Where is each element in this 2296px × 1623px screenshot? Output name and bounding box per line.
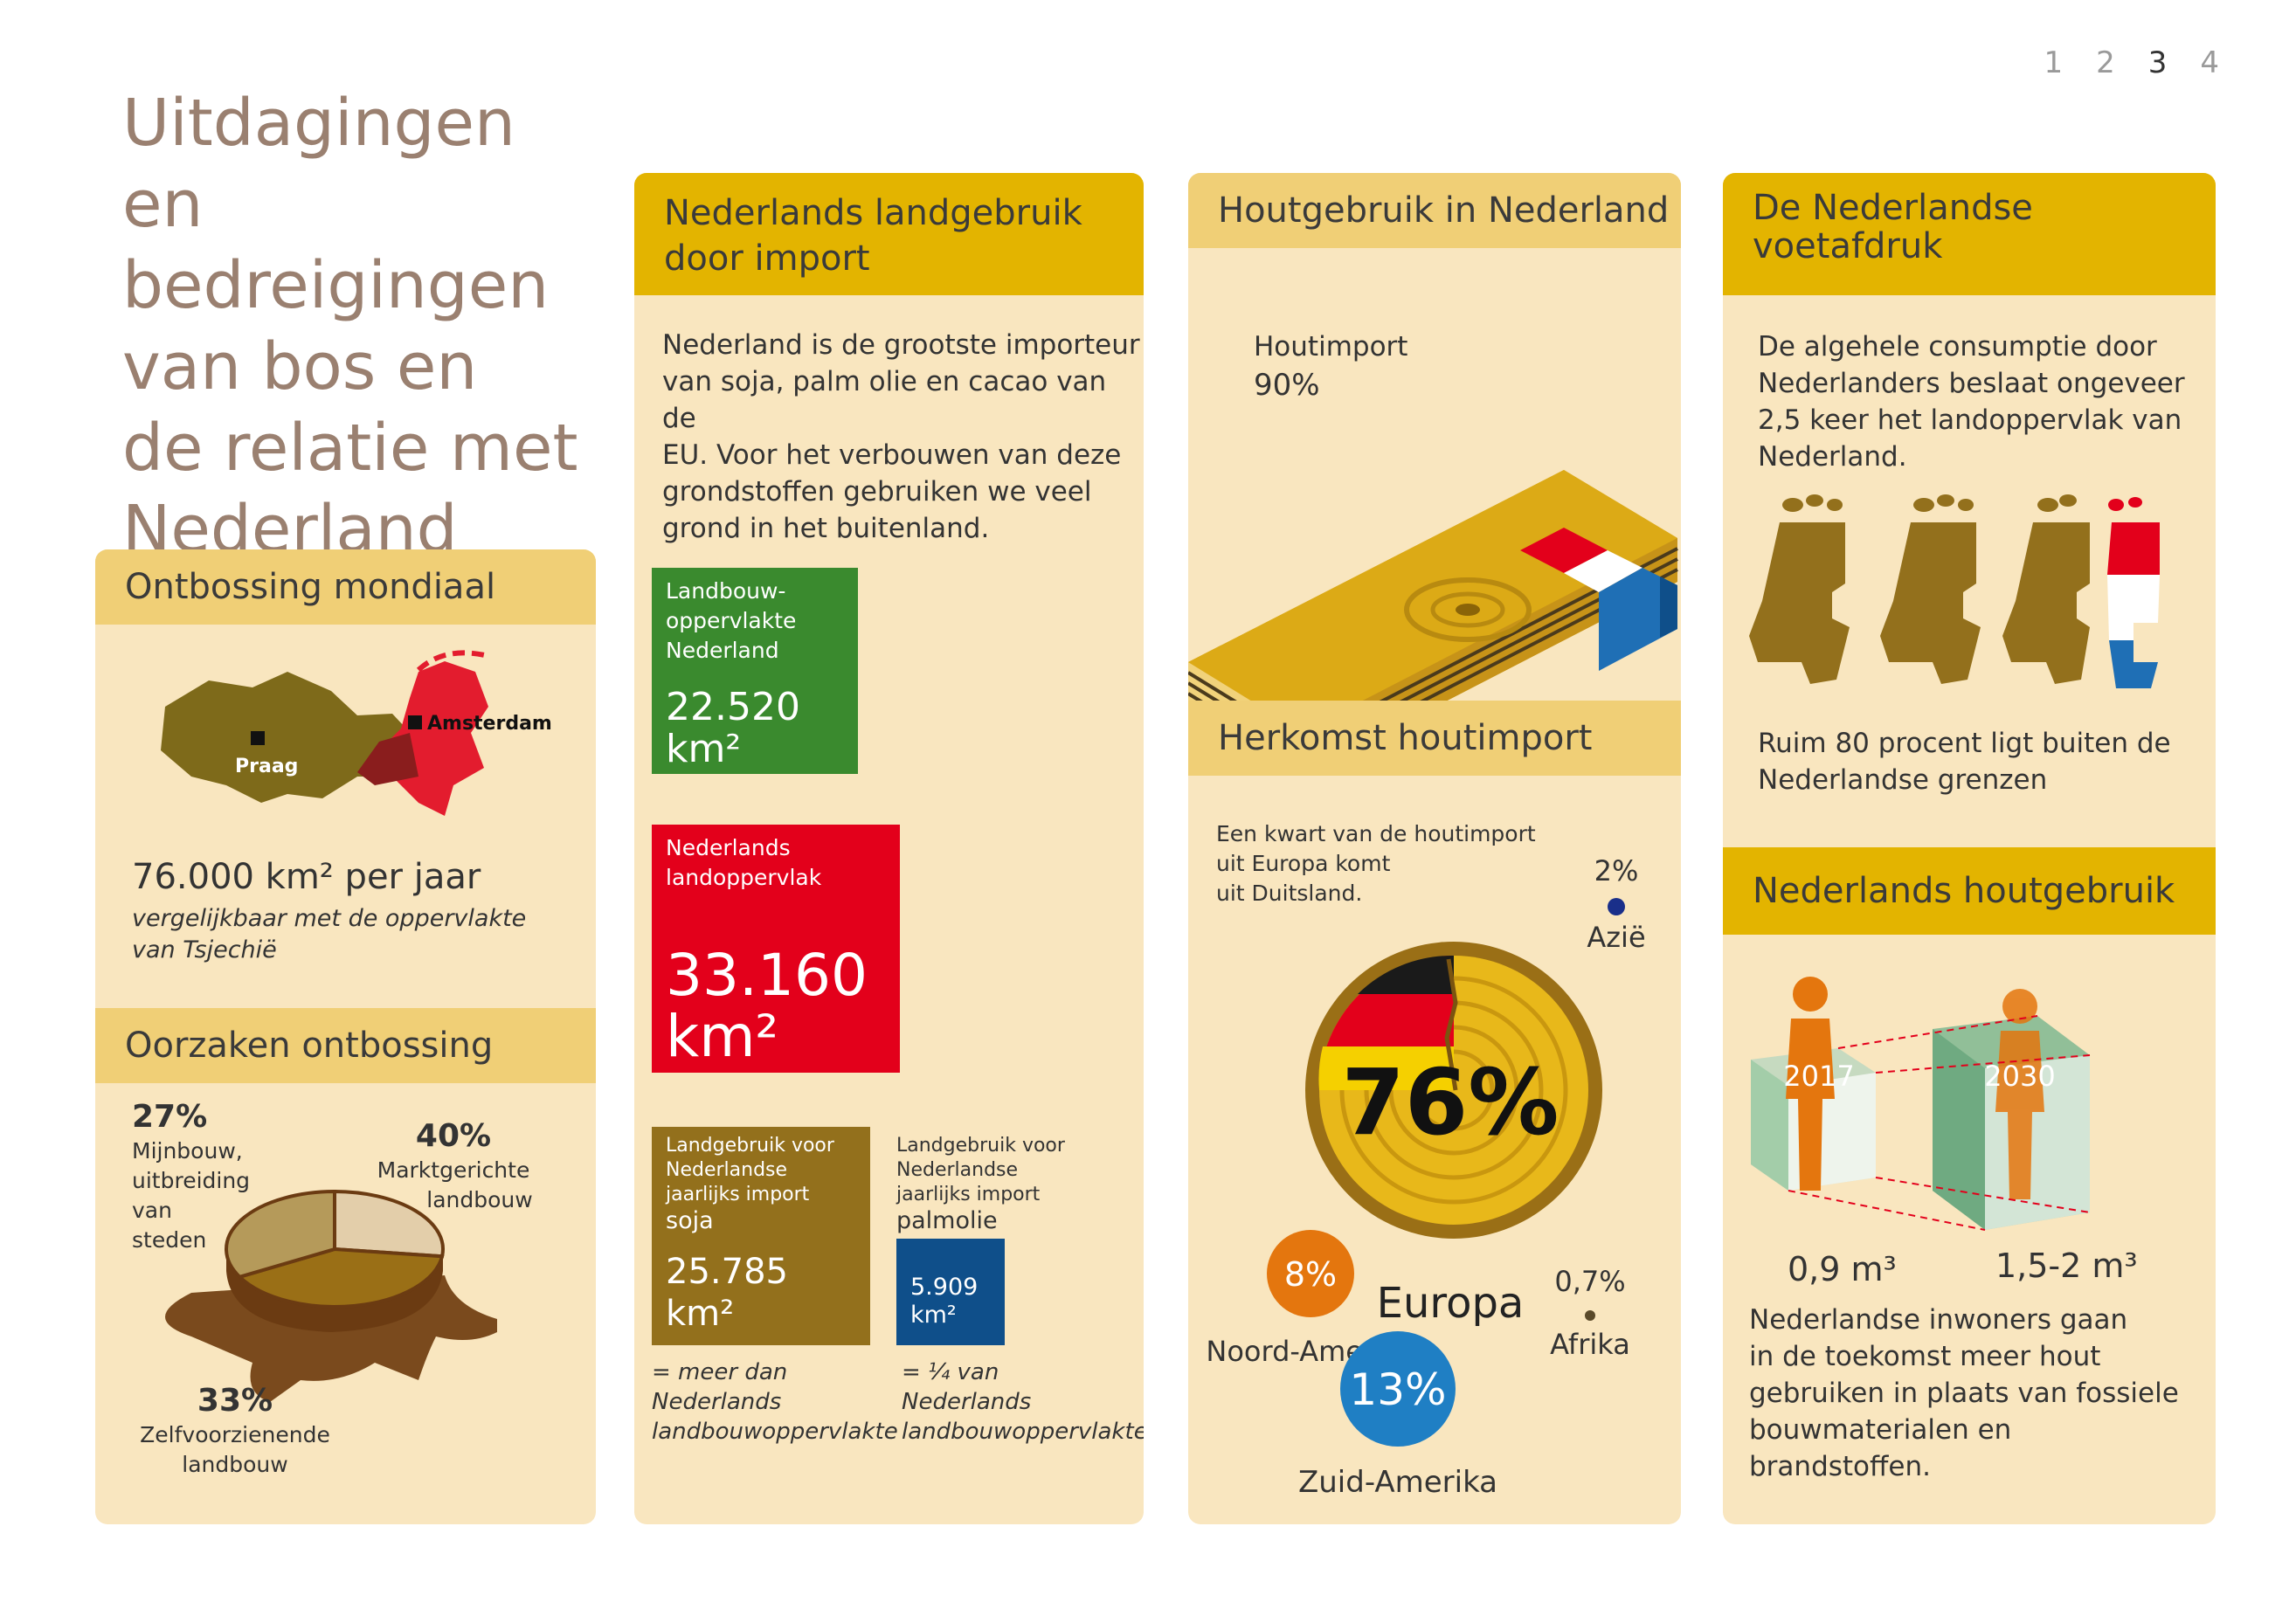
page-navigation: 1 2 3 4	[2044, 45, 2219, 80]
agricultural-area-box: Landbouw- oppervlakte Nederland 22.520 k…	[652, 568, 858, 774]
amsterdam-marker	[408, 715, 422, 729]
europe-label: Europa	[1377, 1279, 1525, 1328]
causes-pie-chart: 27% Mijnbouw, uitbreiding van steden 40%…	[132, 1099, 533, 1477]
deforestation-panel: Ontbossing mondiaal Praag Amsterdam 76.0…	[95, 549, 596, 1524]
slice-1-label-4: steden	[132, 1227, 206, 1253]
footprint-intro: De algehele consumptie door Nederlanders…	[1758, 331, 2185, 473]
slice-1-label-1: Mijnbouw,	[132, 1138, 243, 1164]
footprint-1	[1749, 494, 1850, 684]
south-america-bubble	[1340, 1331, 1456, 1447]
africa-marker	[1585, 1310, 1595, 1321]
soy-note: = meer dan Nederlands landbouwoppervlakt…	[652, 1359, 898, 1445]
asia-marker	[1608, 898, 1625, 915]
wood-origin-note: Een kwart van de houtimport uit Europa k…	[1216, 821, 1536, 906]
map-label-praag: Praag	[235, 756, 298, 777]
deforestation-header: Ontbossing mondiaal	[95, 549, 596, 625]
land-use-header: Nederlands landgebruik door import	[634, 173, 1144, 295]
year-2030: 2030	[1984, 1060, 2055, 1093]
wood-use-header: Houtgebruik in Nederland	[1188, 173, 1681, 248]
footprint-note: Ruim 80 procent ligt buiten de Nederland…	[1758, 728, 2171, 796]
dutch-flag-edge	[1520, 528, 1677, 671]
person-2030-icon	[1995, 989, 2044, 1199]
person-2017-icon	[1786, 977, 1835, 1191]
slice-3-label-1: Zelfvoorzienende	[140, 1422, 330, 1447]
europe-pct: 76%	[1342, 1049, 1559, 1156]
wood-import-label: Houtimport	[1254, 331, 1408, 363]
dutch-wood-use-text: Nederlandse inwoners gaan in de toekomst…	[1749, 1304, 2179, 1482]
footprint-panel: De Nederlandse voetafdruk De algehele co…	[1723, 173, 2216, 1524]
south-america-pct: 13%	[1349, 1364, 1446, 1415]
palm-oil-note: = ¼ van Nederlands landbouwoppervlakte	[902, 1359, 1144, 1445]
overlap-shape	[357, 733, 418, 785]
wood-origin-chart: 76% Europa 2% Azië 8% Noord-Amerika 0,7%…	[1206, 854, 1645, 1500]
czech-netherlands-map: Praag Amsterdam	[161, 650, 552, 816]
slice-2-label-2: landbouw	[426, 1187, 532, 1212]
page-link-3[interactable]: 3	[2147, 45, 2168, 80]
year-2017: 2017	[1783, 1060, 1854, 1093]
praag-marker	[251, 731, 265, 745]
slice-1-label-3: van	[132, 1198, 172, 1223]
land-area-box: Nederlands landoppervlak 33.160 km²	[652, 825, 900, 1073]
dutch-wood-use-header: Nederlands houtgebruik	[1723, 847, 2216, 935]
asia-label: Azië	[1587, 921, 1645, 954]
map-label-amsterdam: Amsterdam	[427, 713, 552, 735]
slice-2-pct: 40%	[416, 1118, 491, 1154]
pie-slice-3	[225, 1189, 336, 1280]
page-link-1[interactable]: 1	[2044, 45, 2064, 80]
causes-header: Oorzaken ontbossing	[95, 1008, 596, 1083]
volume-2030: 1,5-2 m³	[1995, 1247, 2138, 1285]
slice-3-label-2: landbouw	[182, 1452, 287, 1477]
page-link-4[interactable]: 4	[2200, 45, 2219, 80]
palm-oil-label: Landgebruik voor Nederlandse jaarlijks i…	[896, 1135, 1065, 1234]
footprint-dutch-flag	[2107, 497, 2160, 688]
land-use-panel: Nederlands landgebruik door import Neder…	[634, 173, 1144, 1524]
wood-import-pct: 90%	[1254, 368, 1320, 403]
deforestation-area: 76.000 km² per jaar	[132, 857, 481, 897]
north-america-pct: 8%	[1284, 1255, 1337, 1294]
soy-import-box: Landgebruik voor Nederlandse jaarlijks i…	[652, 1127, 870, 1345]
wood-origin-header: Herkomst houtimport	[1188, 701, 1681, 776]
pie-slices	[225, 1189, 445, 1309]
south-america-label: Zuid-Amerika	[1298, 1465, 1497, 1500]
footprint-header: De Nederlandse voetafdruk	[1723, 173, 2216, 295]
page-link-2[interactable]: 2	[2096, 45, 2115, 80]
footprint-2	[1880, 494, 1981, 684]
slice-2-label-1: Marktgerichte	[377, 1157, 530, 1183]
africa-label: Afrika	[1550, 1328, 1630, 1361]
wood-volume-illustration: 2017 2030	[1751, 977, 2091, 1231]
africa-pct: 0,7%	[1554, 1265, 1625, 1298]
footprints-illustration	[1749, 494, 2160, 688]
north-america-bubble	[1267, 1230, 1354, 1317]
footprint-3	[2002, 494, 2090, 684]
deforestation-compare-1: vergelijkbaar met de oppervlakte	[132, 905, 527, 932]
slice-3-pct: 33%	[197, 1383, 273, 1419]
czech-shape	[161, 672, 418, 803]
wood-stack-illustration	[1188, 470, 1678, 776]
volume-2017: 0,9 m³	[1788, 1250, 1897, 1288]
wood-use-panel: Houtgebruik in Nederland Houtimport 90% …	[1188, 173, 1681, 1524]
pie-slice-1	[333, 1189, 445, 1259]
page-title: Uitdagingen en bedreigingen van bos en d…	[122, 86, 578, 567]
slice-1-label-2: uitbreiding	[132, 1168, 250, 1193]
deforestation-compare-2: van Tsjechië	[132, 936, 277, 963]
asia-pct: 2%	[1594, 854, 1639, 887]
palm-oil-box: 5.909 km²	[896, 1239, 1005, 1345]
netherlands-dashed-border	[416, 650, 489, 673]
slice-1-pct: 27%	[132, 1099, 207, 1135]
land-use-intro: Nederland is de grootste importeur van s…	[662, 329, 1140, 544]
europe-log: 76%	[1305, 942, 1602, 1239]
